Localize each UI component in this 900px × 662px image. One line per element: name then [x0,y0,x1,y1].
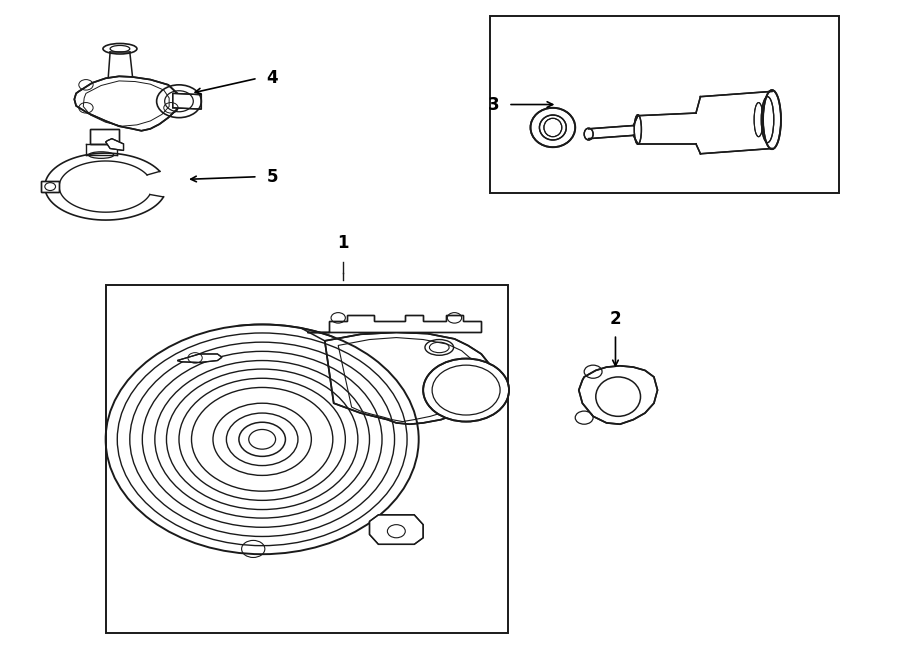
Text: 4: 4 [266,70,278,87]
Text: 3: 3 [488,95,500,113]
Polygon shape [325,332,493,424]
Circle shape [424,359,508,421]
Polygon shape [41,181,59,192]
Polygon shape [105,138,123,150]
Text: 1: 1 [337,234,348,252]
Polygon shape [173,93,202,109]
Bar [491,16,839,193]
Polygon shape [90,129,119,144]
Polygon shape [177,354,222,363]
Text: 5: 5 [266,167,278,186]
Polygon shape [370,515,423,544]
Polygon shape [579,366,658,424]
Text: 2: 2 [609,310,621,328]
Polygon shape [75,76,177,131]
Polygon shape [589,88,772,154]
Polygon shape [307,314,482,332]
Bar [105,285,508,633]
